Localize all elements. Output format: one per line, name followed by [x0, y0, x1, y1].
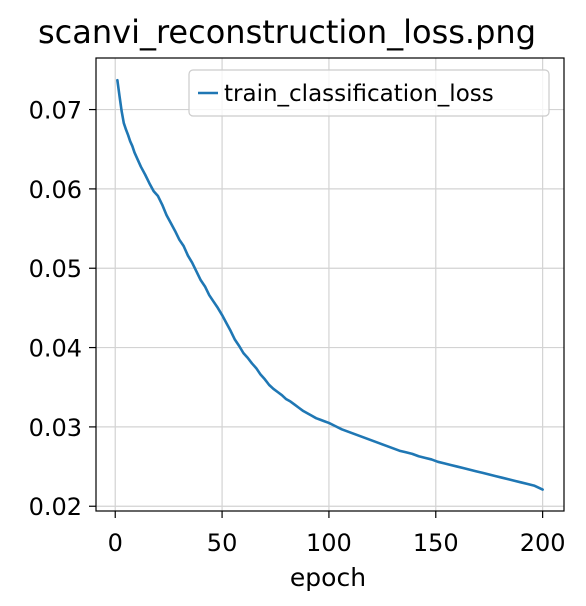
y-tick-label: 0.04 — [29, 335, 82, 363]
plot-area — [96, 58, 564, 511]
legend-label: train_classification_loss — [224, 81, 494, 107]
x-axis-ticks: 0 50 100 150 200 — [108, 511, 566, 557]
x-tick-label: 0 — [108, 529, 123, 557]
x-axis-label: epoch — [290, 563, 366, 592]
x-gridlines — [114, 58, 544, 511]
x-tick-label: 100 — [306, 529, 352, 557]
y-tick-label: 0.06 — [29, 176, 82, 204]
legend: train_classification_loss — [188, 69, 550, 117]
y-tick-label: 0.03 — [29, 414, 82, 442]
x-tick-label: 50 — [207, 529, 238, 557]
x-tick-label: 150 — [413, 529, 459, 557]
y-tick-label: 0.07 — [29, 97, 82, 125]
y-tick-label: 0.05 — [29, 255, 82, 283]
y-axis-ticks: 0.02 0.03 0.04 0.05 0.06 0.07 — [29, 97, 96, 521]
legend-box — [188, 69, 550, 117]
chart-title: scanvi_reconstruction_loss.png — [38, 13, 536, 51]
series-line-train-classification-loss — [116, 78, 544, 491]
x-tick-label: 200 — [520, 529, 566, 557]
plot-frame — [95, 57, 565, 512]
y-tick-label: 0.02 — [29, 493, 82, 521]
